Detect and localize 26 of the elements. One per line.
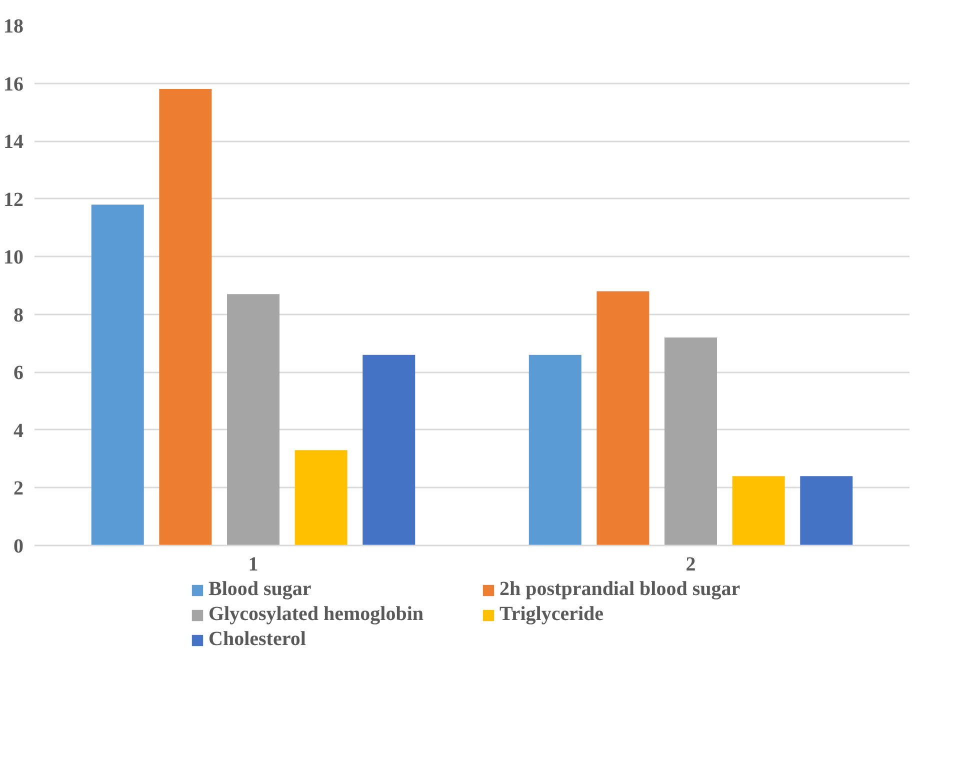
bar — [596, 291, 650, 546]
legend-label: Blood sugar — [208, 578, 312, 601]
y-tick-label: 10 — [4, 246, 24, 269]
y-tick-label: 4 — [14, 420, 24, 442]
y-tick-label: 0 — [14, 536, 24, 558]
bar — [227, 294, 280, 546]
bar — [159, 89, 212, 546]
bar — [732, 476, 785, 546]
bar — [362, 354, 416, 546]
bar — [664, 338, 717, 546]
legend-label: 2h postprandial blood sugar — [500, 578, 742, 601]
bar — [800, 476, 853, 546]
y-tick-label: 2 — [14, 478, 24, 500]
legend-label: Triglyceride — [500, 603, 605, 626]
y-tick-label: 6 — [14, 362, 24, 384]
bar — [91, 204, 144, 546]
y-tick-label: 14 — [4, 131, 24, 154]
y-tick-label: 16 — [4, 73, 24, 96]
bar — [294, 450, 348, 546]
legend-label: Cholesterol — [208, 628, 307, 651]
x-tick-label: 1 — [248, 554, 258, 576]
bar — [528, 354, 582, 546]
y-tick-label: 18 — [4, 16, 24, 38]
y-tick-label: 8 — [14, 304, 24, 326]
y-tick-label: 12 — [4, 188, 24, 211]
legend-label: Glycosylated hemoglobin — [208, 603, 425, 626]
